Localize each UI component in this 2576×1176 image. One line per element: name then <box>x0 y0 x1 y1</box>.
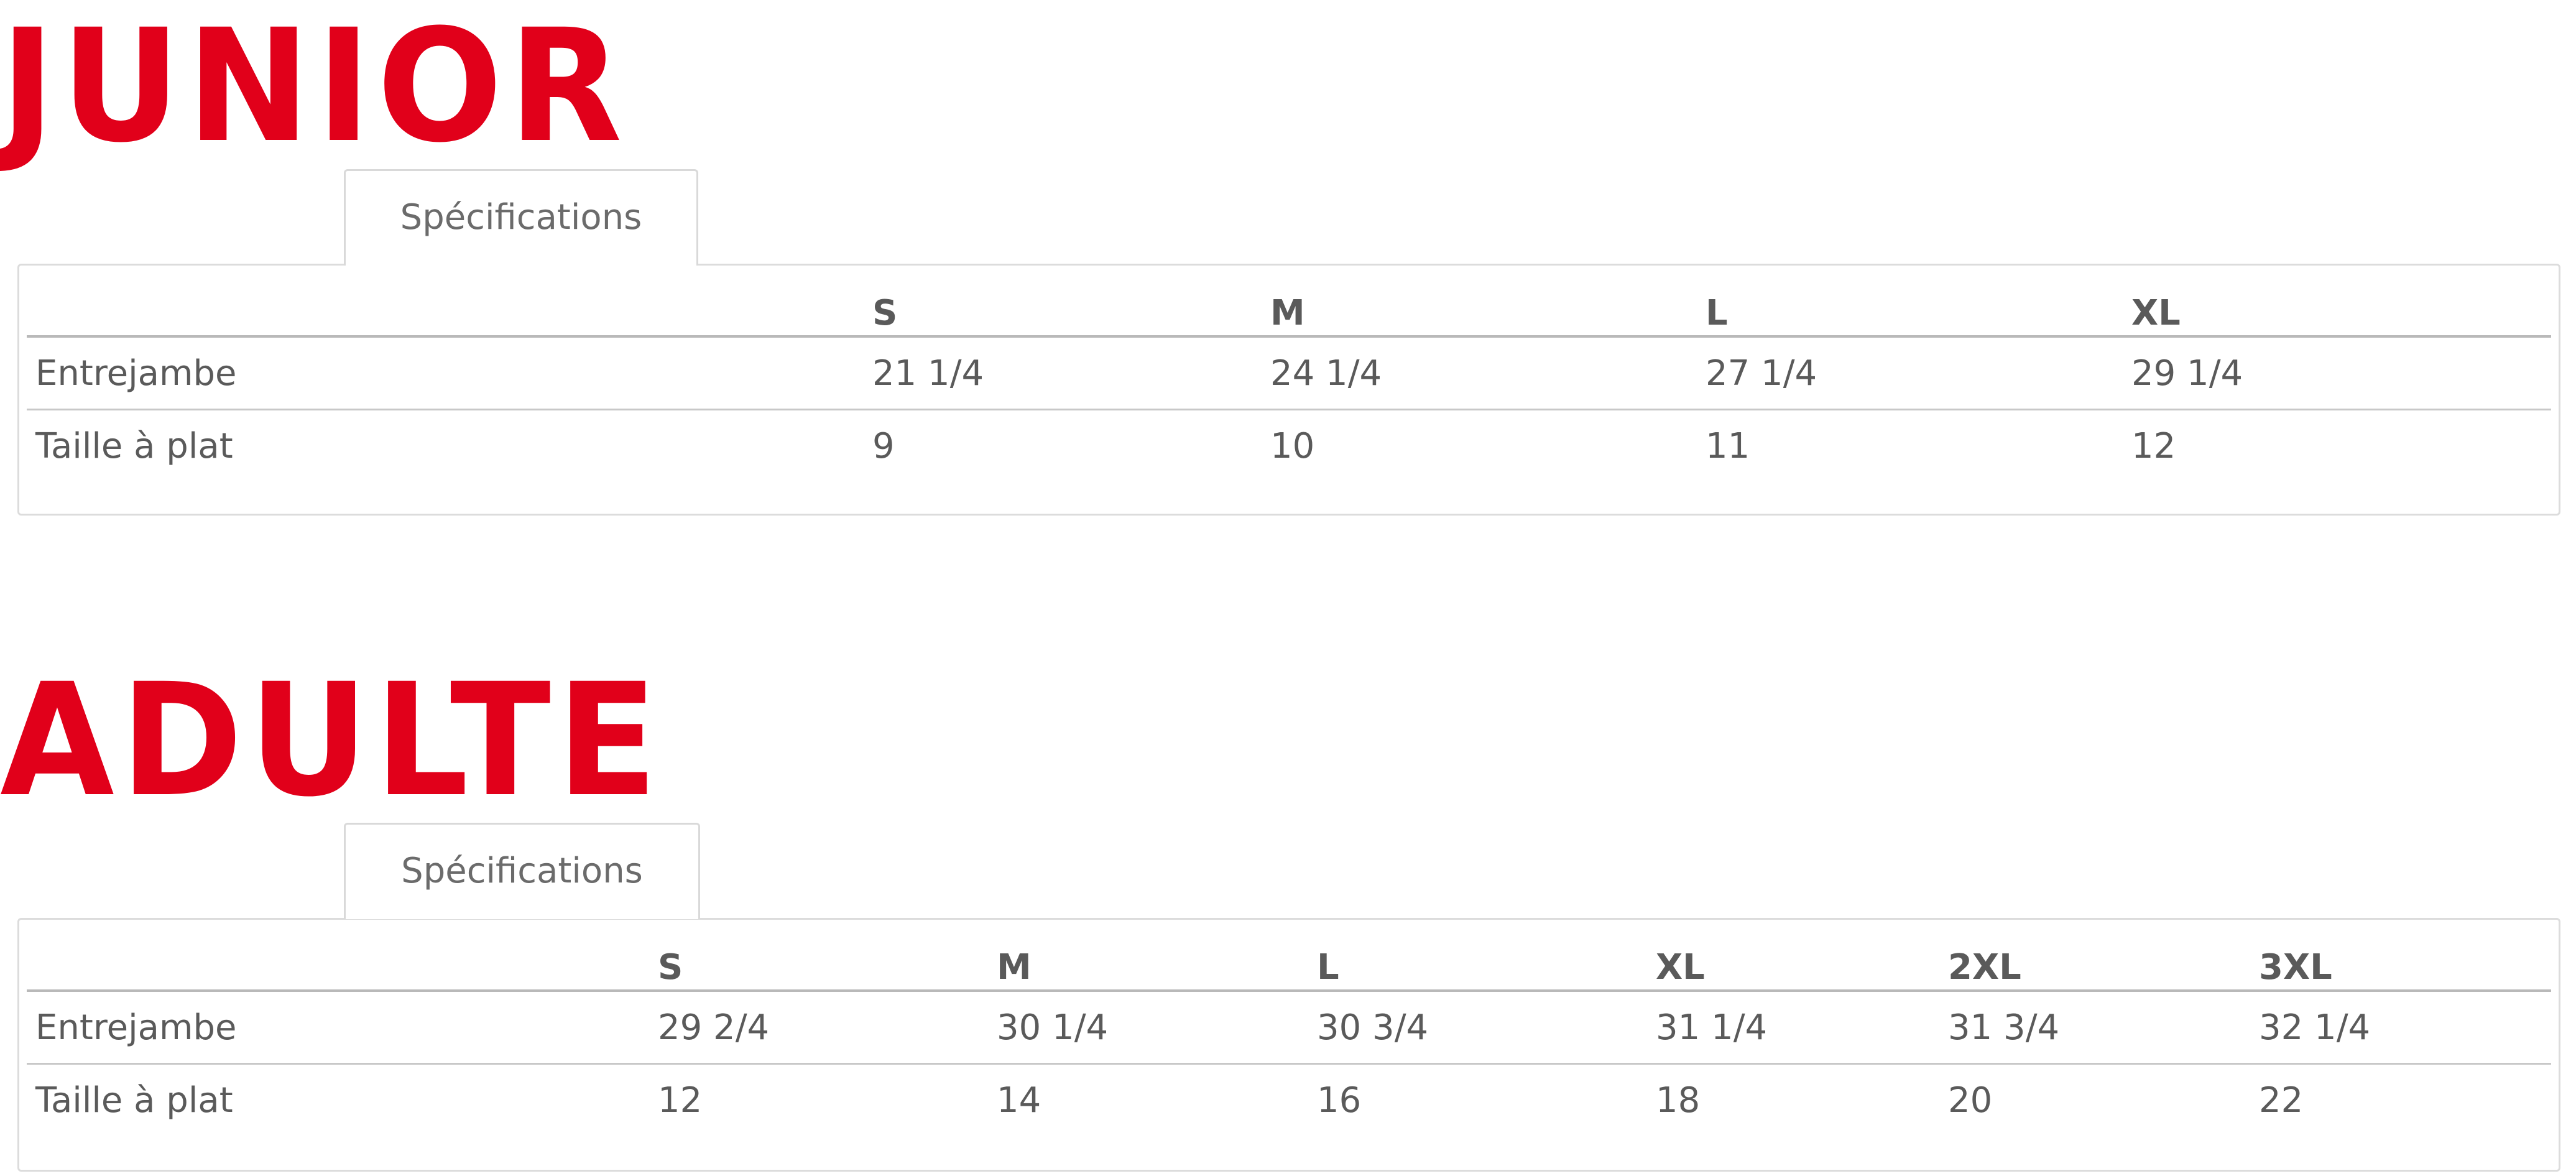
table-cell: 32 1/4 <box>2259 991 2551 1065</box>
column-header-3xl: 3XL <box>2259 947 2551 992</box>
column-header-m: M <box>997 947 1317 992</box>
table-cell: 12 <box>2131 425 2176 466</box>
table-cell: 11 <box>1706 425 1750 466</box>
table-header-row: S M L XL <box>27 293 2551 338</box>
table-cell: 30 3/4 <box>1317 991 1656 1065</box>
column-header-l: L <box>1317 947 1656 992</box>
table-cell: 31 3/4 <box>1948 991 2259 1065</box>
row-label-entrejambe: Entrejambe <box>27 336 872 410</box>
table-row: Entrejambe 29 2/4 30 1/4 30 3/4 31 1/4 3… <box>27 991 2551 1065</box>
table-cell: 30 1/4 <box>997 991 1317 1065</box>
table-row: Entrejambe 21 1/4 24 1/4 27 1/4 29 1/4 <box>27 336 2551 410</box>
column-header-2xl: 2XL <box>1948 947 2259 992</box>
table-cell: 29 1/4 <box>2131 336 2551 410</box>
table-cell: 22 <box>2259 1080 2304 1121</box>
table-cell: 14 <box>997 1080 1041 1121</box>
table-cell: 18 <box>1656 1080 1701 1121</box>
table-header-row: S M L XL 2XL 3XL <box>27 947 2551 992</box>
column-header-empty <box>27 947 658 992</box>
section-title-adulte: ADULTE <box>0 650 664 831</box>
spec-panel-adulte: S M L XL 2XL 3XL Entrejambe 29 2/4 30 1/… <box>17 918 2560 1172</box>
column-header-xl: XL <box>2131 293 2551 338</box>
table-cell: 29 2/4 <box>658 991 997 1065</box>
column-header-s: S <box>658 947 997 992</box>
row-label-entrejambe: Entrejambe <box>27 991 658 1065</box>
table-cell: 31 1/4 <box>1656 991 1948 1065</box>
table-row: Taille à plat 12 14 16 18 20 22 <box>27 1064 2551 1136</box>
column-header-l: L <box>1706 293 2131 338</box>
table-cell: 24 1/4 <box>1270 336 1706 410</box>
column-header-xl: XL <box>1656 947 1948 992</box>
tab-specifications-adulte[interactable]: Spécifications <box>344 823 700 919</box>
column-header-empty <box>27 293 872 338</box>
row-label-taille-a-plat: Taille à plat <box>35 425 233 466</box>
table-cell: 16 <box>1317 1080 1362 1121</box>
tab-specifications-junior[interactable]: Spécifications <box>344 169 698 266</box>
column-header-s: S <box>872 293 1270 338</box>
table-cell: 20 <box>1948 1080 1993 1121</box>
spec-panel-junior: S M L XL Entrejambe 21 1/4 24 1/4 27 1/4… <box>17 264 2560 516</box>
table-cell: 21 1/4 <box>872 336 1270 410</box>
column-header-m: M <box>1270 293 1706 338</box>
table-cell: 27 1/4 <box>1706 336 2131 410</box>
section-title-junior: JUNIOR <box>0 0 629 177</box>
table-cell: 12 <box>658 1080 703 1121</box>
row-label-taille-a-plat: Taille à plat <box>35 1080 233 1121</box>
table-cell: 9 <box>872 425 895 466</box>
table-cell: 10 <box>1270 425 1315 466</box>
table-row: Taille à plat 9 10 11 12 <box>27 410 2551 482</box>
size-table-junior: S M L XL Entrejambe 21 1/4 24 1/4 27 1/4… <box>27 293 2551 481</box>
size-table-adulte: S M L XL 2XL 3XL Entrejambe 29 2/4 30 1/… <box>27 947 2551 1136</box>
